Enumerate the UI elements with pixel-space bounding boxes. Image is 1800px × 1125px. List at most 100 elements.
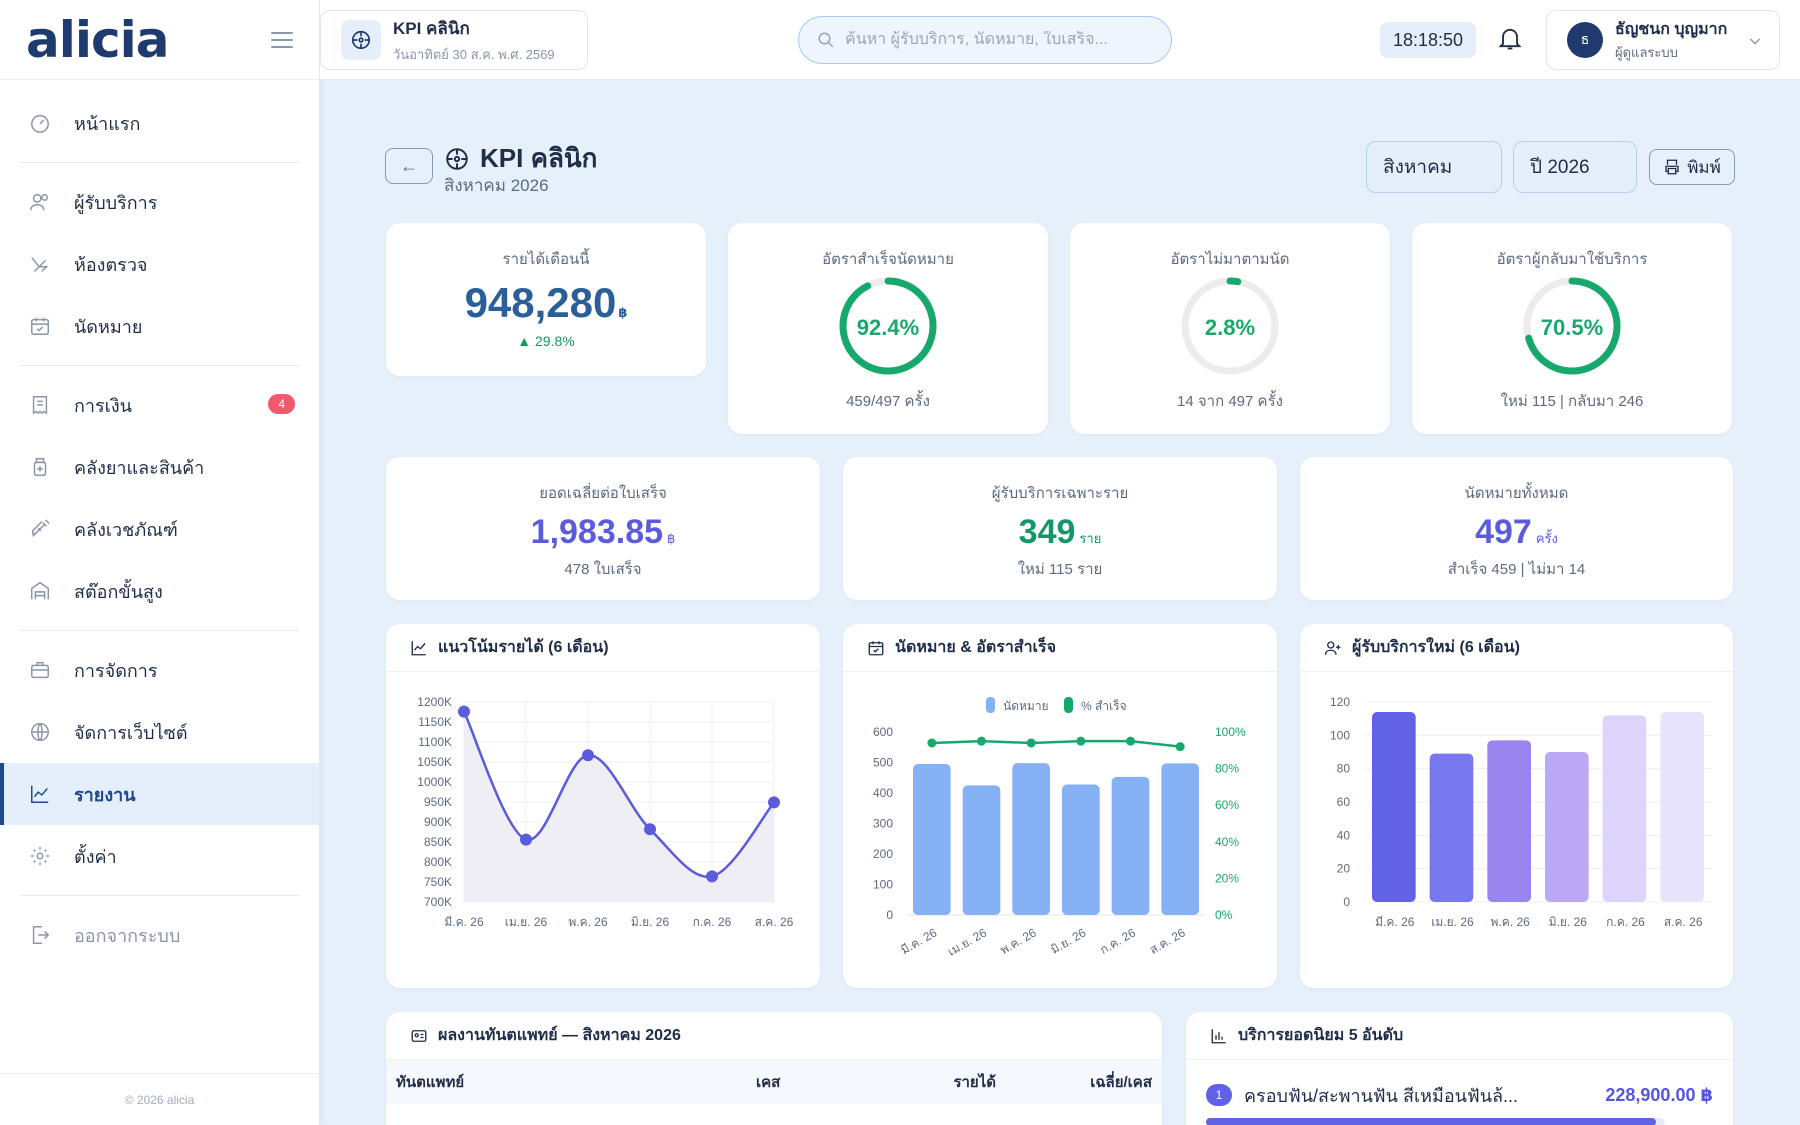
sidebar-item-appointments[interactable]: นัดหมาย bbox=[0, 295, 319, 357]
progress-fill bbox=[1206, 1118, 1656, 1125]
kpi-card-revenue: รายได้เดือนนี้ 948,280 ฿ ▲ 29.8% bbox=[386, 223, 706, 376]
sidebar-item-label: การจัดการ bbox=[74, 660, 158, 681]
y2-tick-label: 0% bbox=[1215, 908, 1233, 922]
bar bbox=[1372, 712, 1416, 902]
y-tick-label: 300 bbox=[873, 817, 893, 831]
sidebar-item-reports[interactable]: รายงาน bbox=[0, 763, 319, 825]
dental-chair-icon bbox=[28, 252, 52, 276]
year-select[interactable]: ปี 2026 bbox=[1513, 141, 1637, 193]
sidebar-item-clients[interactable]: ผู้รับบริการ bbox=[0, 171, 319, 233]
ring-svg bbox=[839, 277, 937, 375]
x-tick-label: ส.ค. 26 bbox=[1664, 915, 1703, 929]
sidebar-item-finance[interactable]: การเงิน 4 bbox=[0, 374, 319, 436]
target-icon bbox=[341, 20, 381, 60]
panel-title: นัดหมาย & อัตราสำเร็จ bbox=[843, 624, 1277, 672]
data-point bbox=[1126, 736, 1135, 746]
currency-symbol: ฿ bbox=[618, 305, 628, 320]
stat-value: 1,983.85 ฿ bbox=[386, 513, 820, 552]
column-header[interactable]: เฉลี่ย/เคส bbox=[1006, 1060, 1162, 1104]
stat-label: ยอดเฉลี่ยต่อใบเสร็จ bbox=[539, 485, 667, 502]
page-title: KPI คลินิก bbox=[444, 138, 597, 179]
sidebar-item-pharmacy[interactable]: คลังยาและสินค้า bbox=[0, 436, 319, 498]
bell-icon[interactable] bbox=[1496, 24, 1526, 54]
logo[interactable]: alicia bbox=[26, 10, 170, 69]
stat-value: 497 ครั้ง bbox=[1300, 513, 1733, 552]
revenue-value: 948,280 bbox=[464, 279, 617, 326]
menu-toggle-icon[interactable] bbox=[271, 31, 293, 48]
sidebar: alicia หน้าแรก ผู้รับบริการ ห้องตรวจ นัด… bbox=[0, 0, 320, 1125]
dentist-table: ทันตแพทย์ เคส รายได้ เฉลี่ย/เคส bbox=[386, 1060, 1162, 1104]
service-name: ครอบฟัน/สะพานฟัน สีเหมือนฟันล้... bbox=[1244, 1085, 1519, 1106]
data-point bbox=[706, 870, 718, 883]
panel-title: ผู้รับบริการใหม่ (6 เดือน) bbox=[1300, 624, 1733, 672]
chevron-down-icon bbox=[1749, 38, 1761, 45]
sidebar-item-label: การเงิน bbox=[74, 395, 132, 416]
y-tick-label: 200 bbox=[873, 847, 893, 861]
sidebar-nav: หน้าแรก ผู้รับบริการ ห้องตรวจ นัดหมาย กา… bbox=[0, 80, 319, 966]
sidebar-item-supplies[interactable]: คลังเวชภัณฑ์ bbox=[0, 498, 319, 560]
x-tick-label: ส.ค. 26 bbox=[1147, 925, 1188, 957]
printer-icon bbox=[1665, 159, 1679, 175]
globe-icon bbox=[28, 720, 52, 744]
sidebar-item-management[interactable]: การจัดการ bbox=[0, 639, 319, 701]
page-title-text: KPI คลินิก bbox=[480, 143, 598, 173]
y2-tick-label: 40% bbox=[1215, 835, 1239, 849]
kpi-label: อัตราผู้กลับมาใช้บริการ bbox=[1496, 251, 1648, 268]
panel-title-text: แนวโน้มรายได้ (6 เดือน) bbox=[438, 639, 609, 656]
column-header[interactable]: เคส bbox=[746, 1060, 806, 1104]
y-tick-label: 950K bbox=[424, 795, 452, 809]
search-input[interactable] bbox=[845, 31, 1145, 49]
progress-ring: 92.4% bbox=[837, 275, 939, 377]
y-tick-label: 1000K bbox=[417, 775, 452, 789]
stat-card-avg-receipt: ยอดเฉลี่ยต่อใบเสร็จ 1,983.85 ฿ 478 ใบเสร็… bbox=[386, 457, 820, 600]
ring-caption: ใหม่ 115 | กลับมา 246 bbox=[1500, 393, 1644, 410]
service-row[interactable]: 1 ครอบฟัน/สะพานฟัน สีเหมือนฟันล้... 228,… bbox=[1206, 1080, 1713, 1110]
y-tick-label: 100 bbox=[873, 878, 893, 892]
user-menu[interactable]: ธ ธัญชนก บุญมาก ผู้ดูแลระบบ bbox=[1546, 10, 1780, 70]
avatar: ธ bbox=[1567, 22, 1603, 58]
revenue-trend-panel: แนวโน้มรายได้ (6 เดือน) 1200K 1150K 1100K 1… bbox=[386, 624, 820, 988]
user-role: ผู้ดูแลระบบ bbox=[1615, 45, 1678, 60]
column-header[interactable]: รายได้ bbox=[806, 1060, 1006, 1104]
sidebar-item-settings[interactable]: ตั้งค่า bbox=[0, 825, 319, 887]
kpi-label: รายได้เดือนนี้ bbox=[502, 251, 590, 268]
x-tick-label: ก.ค. 26 bbox=[1098, 925, 1139, 957]
bar bbox=[1429, 753, 1474, 902]
divider bbox=[20, 162, 299, 163]
sidebar-item-website[interactable]: จัดการเว็บไซต์ bbox=[0, 701, 319, 763]
panel-title: ผลงานทันตแพทย์ — สิงหาคม 2026 bbox=[386, 1012, 1162, 1060]
gauge-icon bbox=[28, 111, 52, 135]
y-tick-label: 60 bbox=[1337, 795, 1351, 809]
bar bbox=[1602, 715, 1647, 902]
x-tick-label: ก.ค. 26 bbox=[1606, 915, 1645, 929]
new-clients-panel: ผู้รับบริการใหม่ (6 เดือน) 120 100 80 60 40 2… bbox=[1300, 624, 1733, 988]
legend-swatch bbox=[1064, 697, 1073, 713]
sidebar-item-home[interactable]: หน้าแรก bbox=[0, 92, 319, 154]
bar bbox=[913, 764, 951, 915]
sidebar-item-label: ออกจากระบบ bbox=[74, 925, 181, 946]
current-page-chip[interactable]: KPI คลินิก วันอาทิตย์ 30 ส.ค. พ.ศ. 2569 bbox=[320, 10, 588, 70]
column-header[interactable]: ทันตแพทย์ bbox=[386, 1060, 746, 1104]
y2-tick-label: 80% bbox=[1215, 762, 1239, 776]
stat-label: ผู้รับบริการเฉพาะราย bbox=[991, 485, 1129, 502]
y-tick-label: 800K bbox=[424, 855, 452, 869]
stat-unit: ครั้ง bbox=[1535, 531, 1558, 546]
print-button[interactable]: พิมพ์ bbox=[1649, 149, 1735, 185]
sidebar-item-advanced-stock[interactable]: สต๊อกขั้นสูง bbox=[0, 560, 319, 622]
search-icon bbox=[818, 32, 834, 48]
back-button[interactable]: ← bbox=[385, 148, 433, 184]
sidebar-item-label: ผู้รับบริการ bbox=[74, 192, 158, 213]
chart-line-icon bbox=[28, 782, 52, 806]
sidebar-item-logout[interactable]: ออกจากระบบ bbox=[0, 904, 319, 966]
month-select[interactable]: สิงหาคม bbox=[1366, 141, 1502, 193]
ring-value: 92.4% bbox=[856, 315, 920, 340]
x-tick-label: เม.ย. 26 bbox=[505, 915, 548, 929]
line-area bbox=[464, 711, 774, 902]
search-box[interactable] bbox=[798, 16, 1172, 64]
data-point bbox=[458, 705, 470, 718]
sidebar-item-exam-room[interactable]: ห้องตรวจ bbox=[0, 233, 319, 295]
gear-icon bbox=[28, 844, 52, 868]
sidebar-item-label: ห้องตรวจ bbox=[74, 254, 148, 275]
y-tick-label: 400 bbox=[873, 786, 893, 800]
y2-tick-label: 20% bbox=[1215, 871, 1239, 885]
